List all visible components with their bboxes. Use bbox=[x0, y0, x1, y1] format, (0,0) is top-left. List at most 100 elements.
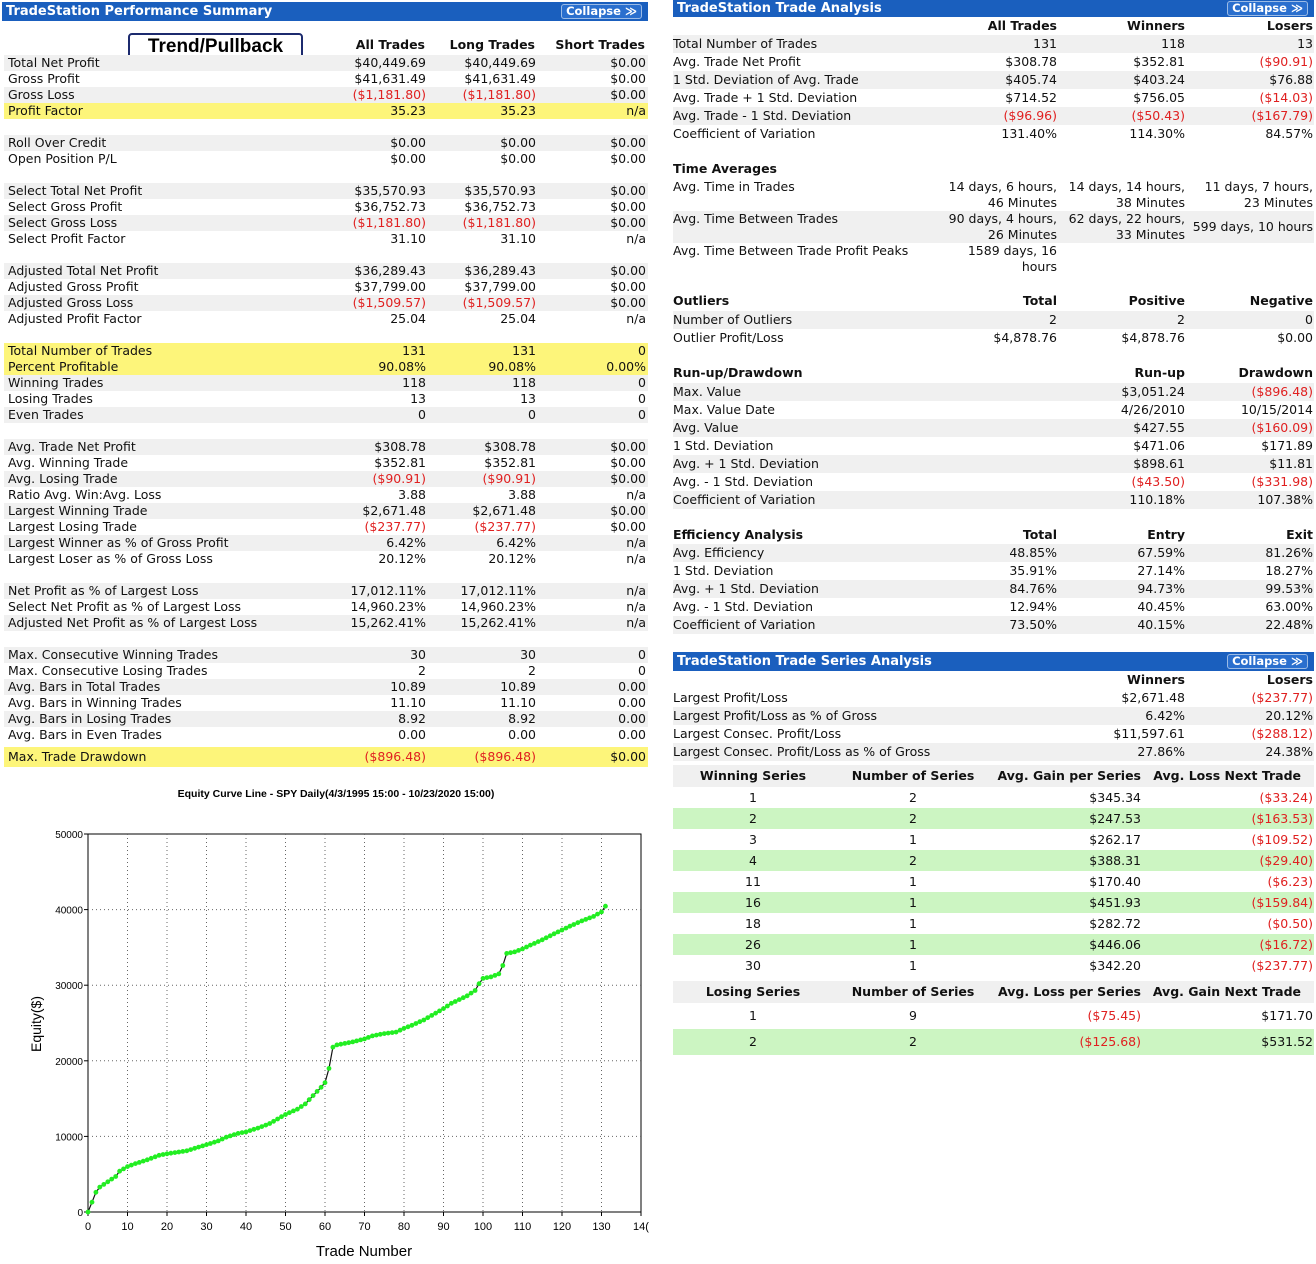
metric-row: Adjusted Total Net Profit $36,289.43 $36,2… bbox=[4, 263, 648, 279]
metric-long: $41,631.49 bbox=[464, 71, 536, 86]
series-value: 27.86% bbox=[1137, 744, 1185, 759]
equity-point bbox=[437, 1008, 442, 1014]
col-all-trades: All Trades bbox=[355, 37, 425, 52]
winning-series-cell: 1 bbox=[909, 937, 917, 952]
metric-long: 6.42% bbox=[496, 535, 536, 550]
analysis-value: $405.74 bbox=[1005, 72, 1057, 87]
equity-point bbox=[129, 1162, 134, 1168]
equity-point bbox=[310, 1093, 316, 1098]
equity-point bbox=[456, 997, 462, 1002]
metric-row: Adjusted Net Profit as % of Largest Loss… bbox=[4, 615, 648, 631]
metric-short: n/a bbox=[626, 311, 646, 326]
losing-series-cell: $531.52 bbox=[1261, 1034, 1313, 1049]
equity-point bbox=[164, 1151, 170, 1157]
metric-all: 10.89 bbox=[390, 679, 426, 694]
performance-collapse-button[interactable]: Collapse ≫ bbox=[561, 4, 642, 19]
efficiency-label: 1 Std. Deviation bbox=[673, 563, 774, 578]
runup-value: 10/15/2014 bbox=[1240, 402, 1313, 417]
column-header: Negative bbox=[1249, 293, 1313, 308]
metric-row: Avg. Bars in Winning Trades 11.10 11.10 0.0… bbox=[4, 695, 648, 711]
series-value: ($288.12) bbox=[1251, 726, 1313, 741]
equity-point bbox=[508, 950, 513, 956]
x-tick-label: 110 bbox=[514, 1221, 532, 1233]
metric-row: Avg. Losing Trade ($90.91) ($90.91) $0.00 bbox=[4, 471, 648, 487]
trade-series-header: TradeStation Trade Series Analysis Colla… bbox=[673, 652, 1314, 671]
outlier-row: Outlier Profit/Loss $4,878.76 $4,878.76 $0.… bbox=[673, 329, 1314, 347]
metric-short: $0.00 bbox=[610, 55, 646, 70]
metric-short: n/a bbox=[626, 599, 646, 614]
metric-label: Select Net Profit as % of Largest Loss bbox=[8, 599, 242, 614]
metric-long: $308.78 bbox=[484, 439, 536, 454]
metric-row: Avg. Bars in Losing Trades 8.92 8.92 0.00 bbox=[4, 711, 648, 727]
metric-label: Even Trades bbox=[8, 407, 84, 422]
winning-series-cell: ($163.53) bbox=[1251, 811, 1313, 826]
equity-point bbox=[247, 1128, 253, 1133]
equity-point bbox=[563, 925, 569, 931]
metric-row: Adjusted Gross Profit $37,799.00 $37,799.0… bbox=[4, 279, 648, 295]
time-row: Avg. Time Between Trade Profit Peaks 1589… bbox=[673, 243, 1314, 275]
equity-point bbox=[512, 949, 517, 955]
equity-point bbox=[227, 1133, 233, 1139]
metric-all: $37,799.00 bbox=[354, 279, 426, 294]
outlier-value: 2 bbox=[1049, 312, 1057, 327]
analysis-collapse-button[interactable]: Collapse ≫ bbox=[1227, 1, 1308, 16]
analysis-value: $756.05 bbox=[1133, 90, 1185, 105]
equity-point bbox=[140, 1158, 146, 1164]
equity-point bbox=[555, 929, 561, 935]
series-collapse-button[interactable]: Collapse ≫ bbox=[1227, 654, 1308, 669]
time-row: Avg. Time in Trades 14 days, 6 hours, 46 M… bbox=[673, 179, 1314, 211]
metric-long: ($1,181.80) bbox=[462, 87, 536, 102]
equity-point bbox=[539, 937, 545, 943]
metric-row: Open Position P/L $0.00 $0.00 $0.00 bbox=[4, 151, 648, 167]
winning-series-cell: 11 bbox=[745, 874, 761, 889]
equity-point bbox=[192, 1145, 198, 1151]
equity-point bbox=[109, 1176, 115, 1182]
runup-label: Coefficient of Variation bbox=[673, 492, 816, 507]
metric-long: $37,799.00 bbox=[464, 279, 536, 294]
analysis-value: 131.40% bbox=[1001, 126, 1057, 141]
metric-all: $0.00 bbox=[390, 135, 426, 150]
analysis-value: ($50.43) bbox=[1131, 108, 1186, 123]
equity-point bbox=[516, 948, 521, 953]
winning-series-cell: 4 bbox=[749, 853, 757, 868]
metric-row: Avg. Winning Trade $352.81 $352.81 $0.00 bbox=[4, 455, 648, 471]
metric-row: Percent Profitable 90.08% 90.08% 0.00% bbox=[4, 359, 648, 375]
metric-all: 131 bbox=[402, 343, 426, 358]
x-axis-label: Trade Number bbox=[316, 1243, 412, 1260]
winning-series-cell: $262.17 bbox=[1089, 832, 1141, 847]
metric-all: 3.88 bbox=[398, 487, 426, 502]
efficiency-value: 67.59% bbox=[1137, 545, 1185, 560]
metric-long: ($1,181.80) bbox=[462, 215, 536, 230]
metric-short: 0 bbox=[638, 407, 646, 422]
equity-point bbox=[302, 1101, 308, 1107]
time-row: Avg. Time Between Trades 90 days, 4 hours… bbox=[673, 211, 1314, 243]
analysis-row: Avg. Trade + 1 Std. Deviation $714.52 $756… bbox=[673, 89, 1314, 107]
equity-point bbox=[464, 993, 470, 999]
metric-all: 11.10 bbox=[390, 695, 426, 710]
equity-point bbox=[172, 1150, 178, 1155]
metric-all: ($896.48) bbox=[364, 749, 426, 764]
equity-point bbox=[231, 1132, 237, 1137]
equity-point bbox=[113, 1174, 119, 1179]
runup-row: Avg. Value $427.55 ($160.09) bbox=[673, 419, 1314, 437]
equity-point bbox=[496, 971, 502, 977]
time-label: Avg. Time Between Trades bbox=[673, 211, 839, 226]
metric-row: Total Net Profit $40,449.69 $40,449.69 $0.0… bbox=[4, 55, 648, 71]
equity-point bbox=[575, 920, 581, 926]
equity-point bbox=[535, 939, 541, 944]
trade-series-panel: TradeStation Trade Series Analysis Colla… bbox=[673, 652, 1314, 1062]
winning-series-row: 4 2 $388.31 ($29.40) bbox=[673, 850, 1314, 871]
x-tick-label: 0 bbox=[85, 1221, 91, 1233]
runup-row: Max. Value Date 4/26/2010 10/15/2014 bbox=[673, 401, 1314, 419]
time-value-line: hours bbox=[1021, 259, 1057, 274]
losing-series-cell: ($75.45) bbox=[1087, 1008, 1142, 1023]
equity-point bbox=[366, 1035, 371, 1040]
series-value: $11,597.61 bbox=[1113, 726, 1185, 741]
metric-label: Percent Profitable bbox=[8, 359, 119, 374]
metric-short: $0.00 bbox=[610, 151, 646, 166]
winning-series-row: 11 1 $170.40 ($6.23) bbox=[673, 871, 1314, 892]
equity-point bbox=[89, 1199, 95, 1205]
equity-point bbox=[267, 1121, 273, 1126]
metric-long: ($237.77) bbox=[474, 519, 536, 534]
metric-label: Open Position P/L bbox=[8, 151, 117, 166]
